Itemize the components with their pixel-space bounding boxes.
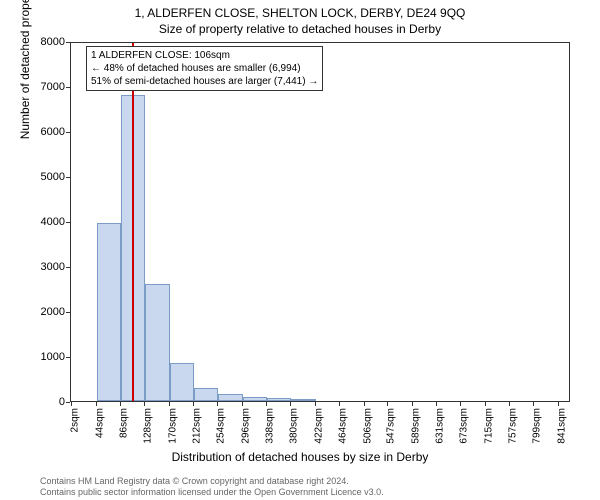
x-tick-label: 799sqm bbox=[532, 408, 543, 444]
x-tick-label: 86sqm bbox=[118, 408, 129, 438]
x-tick-label: 254sqm bbox=[216, 408, 227, 444]
histogram-bar bbox=[194, 388, 218, 401]
x-tick-label: 464sqm bbox=[338, 408, 349, 444]
x-tick-label: 589sqm bbox=[410, 408, 421, 444]
x-tick-label: 631sqm bbox=[435, 408, 446, 444]
x-tick-label: 422sqm bbox=[313, 408, 324, 444]
x-tick-label: 296sqm bbox=[240, 408, 251, 444]
x-tick-label: 338sqm bbox=[265, 408, 276, 444]
x-tick-mark bbox=[387, 402, 388, 406]
property-marker-line bbox=[132, 43, 134, 401]
histogram-bar bbox=[145, 284, 169, 401]
x-tick-mark bbox=[71, 402, 72, 406]
plot-area bbox=[70, 42, 570, 402]
x-tick-mark bbox=[412, 402, 413, 406]
annotation-line3: 51% of semi-detached houses are larger (… bbox=[91, 75, 318, 88]
x-tick-mark bbox=[242, 402, 243, 406]
x-tick-mark bbox=[558, 402, 559, 406]
x-tick-mark bbox=[96, 402, 97, 406]
y-tick-label: 3000 bbox=[41, 261, 65, 273]
x-tick-label: 757sqm bbox=[508, 408, 519, 444]
x-tick-mark bbox=[485, 402, 486, 406]
x-tick-label: 212sqm bbox=[191, 408, 202, 444]
x-tick-label: 380sqm bbox=[289, 408, 300, 444]
x-tick-mark bbox=[436, 402, 437, 406]
histogram-bar bbox=[291, 399, 315, 401]
y-tick-label: 8000 bbox=[41, 36, 65, 48]
footer-line1: Contains HM Land Registry data © Crown c… bbox=[40, 476, 384, 487]
y-axis-label: Number of detached properties bbox=[18, 0, 32, 139]
x-tick-label: 547sqm bbox=[386, 408, 397, 444]
annotation-line1: 1 ALDERFEN CLOSE: 106sqm bbox=[91, 49, 318, 62]
x-tick-mark bbox=[339, 402, 340, 406]
chart-title-line1: 1, ALDERFEN CLOSE, SHELTON LOCK, DERBY, … bbox=[0, 6, 600, 20]
y-tick-mark bbox=[66, 402, 70, 403]
footer-line2: Contains public sector information licen… bbox=[40, 487, 384, 498]
histogram-bar bbox=[267, 398, 291, 401]
x-tick-mark bbox=[120, 402, 121, 406]
y-tick-label: 1000 bbox=[41, 351, 65, 363]
x-tick-mark bbox=[144, 402, 145, 406]
annotation-line2: ← 48% of detached houses are smaller (6,… bbox=[91, 62, 318, 75]
y-tick-label: 2000 bbox=[41, 306, 65, 318]
footer-attribution: Contains HM Land Registry data © Crown c… bbox=[40, 476, 384, 498]
x-tick-mark bbox=[509, 402, 510, 406]
x-tick-label: 673sqm bbox=[459, 408, 470, 444]
y-tick-label: 6000 bbox=[41, 126, 65, 138]
y-tick-label: 7000 bbox=[41, 81, 65, 93]
chart-title-line2: Size of property relative to detached ho… bbox=[0, 22, 600, 36]
x-tick-mark bbox=[533, 402, 534, 406]
bars-group bbox=[71, 43, 569, 401]
y-tick-label: 5000 bbox=[41, 171, 65, 183]
x-axis-label: Distribution of detached houses by size … bbox=[0, 450, 600, 464]
histogram-bar bbox=[97, 223, 121, 401]
x-tick-label: 506sqm bbox=[362, 408, 373, 444]
histogram-bar bbox=[218, 394, 242, 401]
x-tick-label: 44sqm bbox=[94, 408, 105, 438]
x-tick-label: 841sqm bbox=[556, 408, 567, 444]
x-tick-mark bbox=[217, 402, 218, 406]
y-tick-label: 4000 bbox=[41, 216, 65, 228]
x-tick-mark bbox=[364, 402, 365, 406]
x-tick-mark bbox=[315, 402, 316, 406]
annotation-box: 1 ALDERFEN CLOSE: 106sqm ← 48% of detach… bbox=[86, 46, 323, 91]
histogram-bar bbox=[170, 363, 194, 401]
x-tick-label: 2sqm bbox=[70, 408, 81, 432]
x-tick-mark bbox=[460, 402, 461, 406]
x-tick-mark bbox=[193, 402, 194, 406]
x-tick-label: 715sqm bbox=[483, 408, 494, 444]
x-tick-label: 170sqm bbox=[167, 408, 178, 444]
x-tick-mark bbox=[290, 402, 291, 406]
y-tick-label: 0 bbox=[59, 396, 65, 408]
histogram-chart: 1, ALDERFEN CLOSE, SHELTON LOCK, DERBY, … bbox=[0, 0, 600, 500]
x-tick-mark bbox=[169, 402, 170, 406]
histogram-bar bbox=[243, 397, 267, 401]
x-tick-label: 128sqm bbox=[143, 408, 154, 444]
x-tick-mark bbox=[266, 402, 267, 406]
